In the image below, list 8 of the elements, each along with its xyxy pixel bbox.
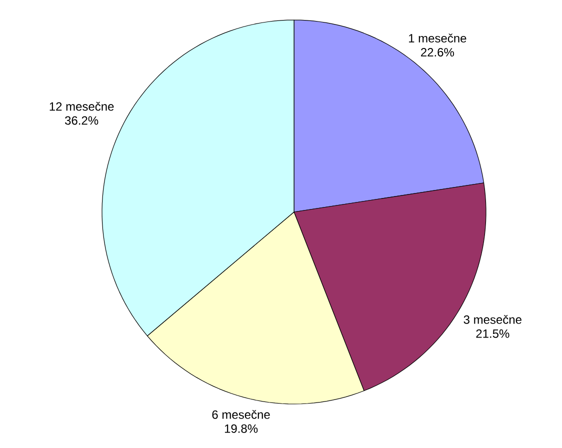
slice-label: 1 mesečne: [408, 34, 466, 43]
data-label: 36.2%: [65, 116, 98, 125]
data-label: 21.5%: [476, 329, 510, 338]
data-label: 22.6%: [421, 48, 454, 57]
data-label: 19.8%: [224, 424, 258, 433]
slice-label: 3 mesečne: [464, 315, 522, 324]
slice-label: 12 mesečne: [50, 102, 114, 111]
slice-label: 6 mesečne: [212, 410, 270, 419]
